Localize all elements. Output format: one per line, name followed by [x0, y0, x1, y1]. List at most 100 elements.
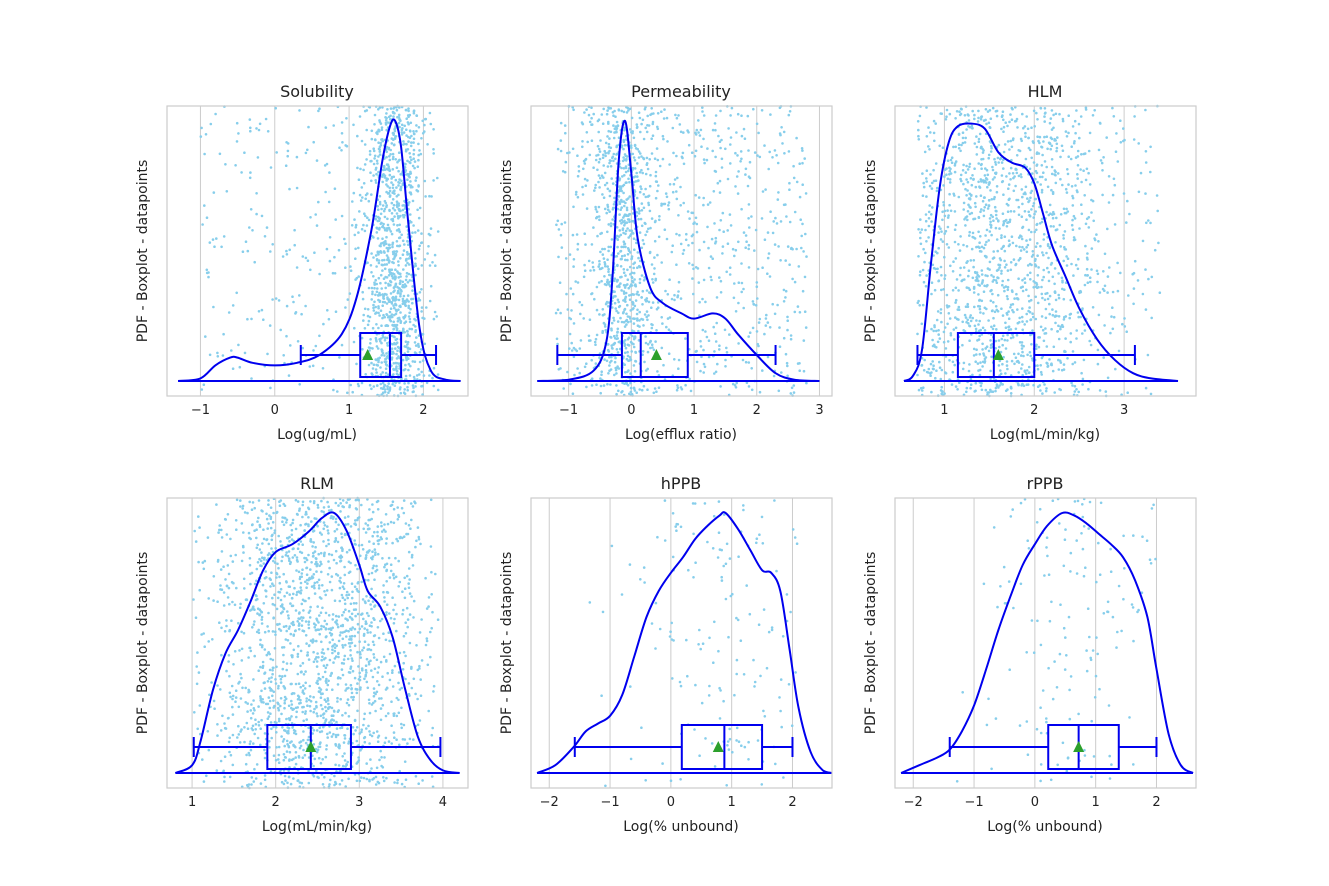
datapoint: [407, 315, 411, 318]
datapoint: [563, 124, 567, 127]
datapoint: [628, 234, 632, 238]
datapoint: [412, 109, 416, 112]
datapoint: [252, 605, 255, 608]
datapoint: [428, 111, 432, 115]
datapoint: [379, 212, 383, 216]
datapoint: [629, 309, 632, 312]
datapoint: [203, 204, 206, 207]
datapoint: [649, 173, 652, 177]
datapoint: [615, 128, 618, 131]
datapoint: [804, 192, 808, 195]
datapoint: [1083, 283, 1087, 287]
datapoint: [1003, 235, 1007, 238]
datapoint: [383, 258, 386, 262]
datapoint: [792, 176, 796, 180]
datapoint: [1006, 140, 1010, 143]
datapoint: [1028, 214, 1032, 218]
datapoint: [740, 157, 743, 161]
datapoint: [342, 741, 346, 744]
datapoint: [1000, 269, 1003, 273]
datapoint: [383, 174, 387, 178]
density-curve: [177, 118, 461, 382]
datapoint: [341, 646, 345, 649]
datapoint: [974, 185, 978, 189]
datapoint: [1021, 195, 1024, 199]
datapoint: [342, 658, 346, 661]
datapoint: [1055, 146, 1059, 150]
datapoint: [414, 262, 417, 266]
datapoint: [379, 141, 383, 145]
datapoint: [997, 143, 1001, 147]
datapoint: [1032, 109, 1036, 113]
datapoint: [747, 385, 751, 388]
datapoint: [1020, 235, 1023, 238]
datapoint: [716, 362, 719, 366]
datapoint: [432, 128, 435, 131]
datapoint: [1043, 115, 1046, 118]
datapoint: [656, 301, 660, 304]
datapoint: [393, 143, 396, 146]
datapoint: [610, 177, 613, 180]
datapoint: [242, 577, 246, 581]
datapoint: [666, 140, 669, 143]
datapoint: [1005, 175, 1008, 178]
datapoint: [275, 607, 279, 611]
datapoint: [1014, 106, 1017, 109]
datapoint: [640, 202, 644, 205]
datapoint: [411, 164, 415, 168]
datapoint: [947, 246, 951, 249]
datapoint: [627, 177, 630, 181]
datapoint: [235, 291, 238, 295]
datapoint: [1051, 313, 1055, 317]
datapoint: [387, 391, 390, 395]
datapoint: [1062, 363, 1066, 366]
datapoint: [362, 313, 365, 317]
datapoint: [406, 121, 410, 124]
datapoint: [948, 181, 952, 184]
datapoint: [1050, 109, 1054, 112]
datapoint: [1112, 177, 1116, 181]
datapoint: [407, 174, 410, 178]
datapoint: [598, 157, 602, 161]
datapoint: [638, 310, 641, 314]
datapoint: [285, 518, 289, 522]
datapoint: [1032, 216, 1035, 219]
datapoint: [662, 363, 665, 367]
datapoint: [407, 252, 411, 256]
datapoint: [1044, 111, 1047, 115]
datapoint: [949, 209, 953, 213]
datapoint: [367, 698, 371, 702]
datapoint: [421, 359, 425, 362]
datapoint: [307, 125, 310, 129]
datapoint: [640, 274, 644, 277]
datapoint: [247, 531, 251, 535]
datapoint: [617, 195, 621, 198]
datapoint: [404, 301, 407, 304]
datapoint: [975, 319, 978, 322]
datapoint: [407, 523, 411, 527]
datapoint: [400, 131, 404, 134]
datapoint: [941, 240, 945, 243]
datapoint: [928, 148, 931, 151]
datapoint: [599, 391, 602, 395]
datapoint: [411, 285, 414, 288]
datapoint: [414, 381, 417, 385]
datapoint: [793, 280, 797, 284]
datapoint: [220, 245, 223, 249]
datapoint: [635, 196, 639, 200]
datapoint: [379, 339, 382, 343]
datapoint: [592, 226, 595, 229]
datapoint: [1002, 118, 1005, 122]
datapoint: [622, 320, 626, 324]
datapoint: [208, 353, 212, 357]
datapoint: [360, 336, 364, 340]
datapoint: [583, 177, 587, 181]
datapoint: [666, 293, 670, 296]
datapoint: [373, 157, 376, 160]
datapoint: [767, 167, 770, 171]
datapoint: [694, 266, 698, 269]
datapoint: [1150, 316, 1153, 320]
datapoint: [410, 158, 413, 162]
datapoint: [634, 359, 637, 363]
datapoint: [995, 190, 999, 194]
